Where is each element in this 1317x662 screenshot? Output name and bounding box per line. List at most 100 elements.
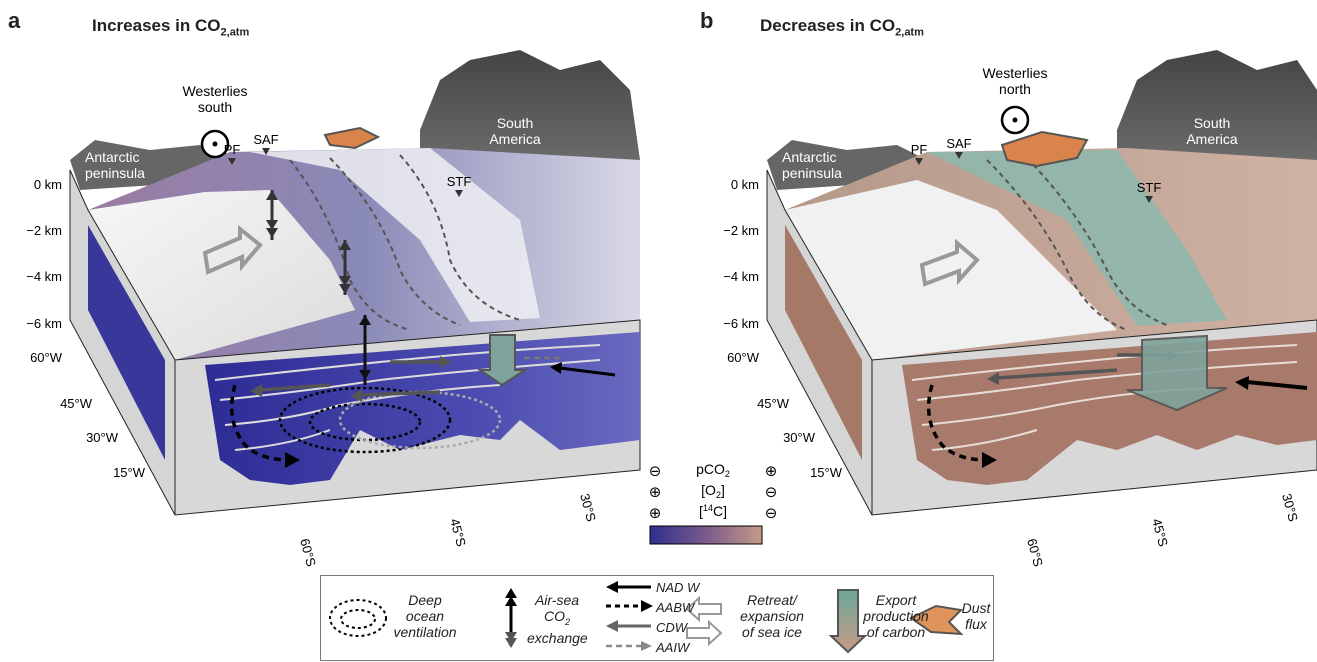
panel-b-title-text: Decreases in CO (760, 16, 896, 35)
colorbar: ⊖ ⊕ ⊕ ⊕ ⊖ ⊖ pCO2 [O2] [14C] (649, 461, 778, 545)
antarctic-label-2: peninsula (85, 165, 145, 181)
legend: Deep ocean ventilation Air-sea CO2 excha… (320, 575, 994, 661)
svg-text:60°W: 60°W (30, 350, 63, 365)
ocean-section (205, 332, 640, 485)
cbar-left-sign-2: ⊕ (649, 484, 662, 501)
front-line-b-2 (1026, 157, 1168, 326)
stf-marker (455, 190, 463, 197)
airsea-arrow-3 (359, 315, 371, 385)
westerlies-label-a-1: Westerlies (182, 83, 247, 99)
cbar-left-sign-3: ⊕ (649, 505, 662, 522)
westerlies-label-b-2: north (999, 81, 1031, 97)
panel-a-title-sub: 2,atm (220, 26, 250, 39)
cdw-arrow-3 (359, 390, 441, 397)
export-production-box (476, 334, 529, 387)
svg-text:−6 km: −6 km (26, 316, 62, 331)
svg-text:30°W: 30°W (783, 430, 816, 445)
cbar-right-sign-3: ⊖ (765, 505, 778, 522)
svg-text:0 km: 0 km (34, 177, 62, 192)
cdw-arrow-1-head (440, 356, 452, 368)
lat-axis: 60°S 45°S 30°S (297, 492, 599, 569)
south-america-label-b-2: America (1186, 131, 1238, 147)
panel-b-title-sub: 2,atm (895, 26, 924, 39)
aabw-arrow (229, 384, 291, 462)
westerlies-dot-a (212, 141, 218, 147)
legend-ventilation-inner-icon (340, 609, 376, 629)
antarctic-label-b-2: peninsula (782, 165, 842, 181)
cdw-arrow-2 (259, 383, 331, 392)
south-america-label-2: America (489, 131, 541, 147)
panel-a-title-text: Increases in CO (92, 16, 221, 35)
aabw-arrowhead (285, 452, 300, 468)
nadw-arrowhead-b (1235, 376, 1249, 390)
panel-b-block-diagram: Westerlies north Antarctic peninsula Sou… (723, 50, 1317, 569)
panel-a-block-diagram: Westerlies south Antarctic peninsula Sou… (26, 50, 641, 569)
north-sea-ice-surface (250, 148, 540, 322)
stf-label: STF (447, 174, 472, 189)
saf-marker (262, 148, 270, 155)
front-line-1 (289, 159, 411, 331)
legend-icons (329, 581, 964, 654)
front-line-b-1 (986, 159, 1128, 331)
legend-seaice-text: Retreat/ expansion of sea ice (740, 592, 804, 640)
svg-text:45°S: 45°S (447, 517, 469, 549)
svg-text:0 km: 0 km (731, 177, 759, 192)
pf-label: PF (224, 142, 241, 157)
legend-deep-ocean-text: Deep ocean ventilation (393, 592, 457, 640)
depth-axis-b: 0 km −2 km −4 km −6 km (723, 177, 759, 331)
legend-seaice-retreat-icon (685, 595, 722, 623)
front-line-2 (329, 157, 461, 326)
panel-a-title: Increases in CO2,atm (92, 16, 249, 38)
legend-airsea-icon (505, 588, 517, 648)
lat-axis-b: 60°S 45°S 30°S (1024, 492, 1301, 569)
lon-axis: 60°W 45°W 30°W 15°W (30, 350, 146, 480)
svg-text:−4 km: −4 km (723, 269, 759, 284)
cbar-label-o2: [O2] (701, 482, 725, 500)
svg-text:−2 km: −2 km (26, 223, 62, 238)
cdw-arrow-b-1-head (987, 372, 999, 385)
cdw-arrow-2-head (250, 384, 262, 397)
cbar-gradient (649, 525, 763, 545)
panel-b-title: Decreases in CO2,atm (760, 16, 924, 38)
nadw-arrow-b (1246, 380, 1308, 390)
export-zone-surface-b (927, 150, 1227, 326)
cbar-label-pco2: pCO2 (696, 461, 730, 479)
south-america-label-1: South (497, 115, 534, 131)
aabw-arrowhead-b (982, 452, 997, 468)
svg-text:30°S: 30°S (577, 492, 599, 524)
sea-ice-surface-b (785, 180, 1117, 360)
westerlies-label-a-2: south (198, 99, 232, 115)
antarctic-label-1: Antarctic (85, 149, 139, 165)
westerlies-dot-b (1012, 117, 1018, 123)
legend-dust-icon (909, 604, 964, 636)
front-line-3 (399, 154, 521, 321)
saf-label: SAF (253, 132, 278, 147)
svg-text:45°W: 45°W (60, 396, 93, 411)
svg-text:45°S: 45°S (1149, 517, 1171, 549)
svg-text:15°W: 15°W (113, 465, 146, 480)
aabw-arrow-b (926, 384, 988, 462)
isoline-b-1 (911, 344, 1298, 381)
stf-label-b: STF (1137, 180, 1162, 195)
sea-ice-arrow (202, 224, 263, 275)
pf-marker-b (915, 158, 923, 165)
panel-a-letter: a (8, 8, 21, 33)
svg-text:−6 km: −6 km (723, 316, 759, 331)
legend-dust-text: Dust flux (961, 600, 991, 632)
isoline-1 (214, 344, 601, 381)
left-wall-ocean-b (785, 225, 862, 460)
panel-b-letter: b (700, 8, 714, 33)
legend-airsea-text: Air-sea CO2 exchange (527, 592, 588, 646)
cbar-label-c14: [14C] (699, 503, 727, 519)
isoline-b-2 (916, 361, 1298, 401)
deep-ventilation-outer (278, 386, 452, 454)
svg-text:45°W: 45°W (757, 396, 790, 411)
saf-marker-b (955, 152, 963, 159)
airsea-arrow-1 (266, 190, 278, 240)
dust-flux (323, 126, 381, 150)
legend-ventilation-outer-icon (329, 599, 387, 637)
legend-water-masses-text: NAD W AABW CDW AAIW (656, 580, 700, 655)
dust-flux-b (1000, 130, 1089, 168)
svg-text:15°W: 15°W (810, 465, 843, 480)
left-wall-ocean (88, 225, 165, 460)
